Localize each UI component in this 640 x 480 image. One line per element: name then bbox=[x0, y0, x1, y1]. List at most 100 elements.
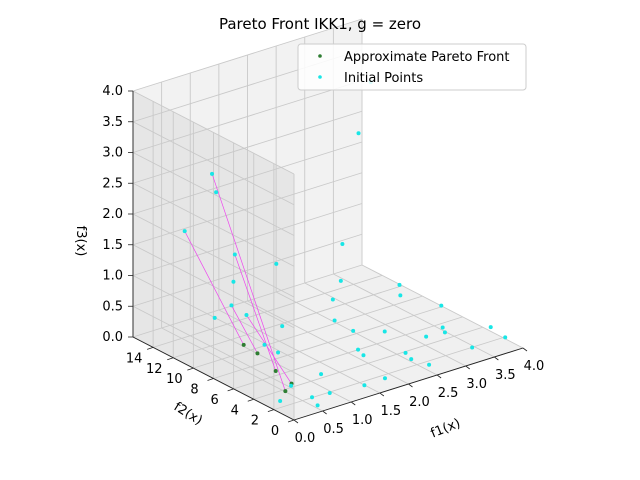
connector-lines bbox=[184, 173, 292, 392]
x-tick-label: 3.0 bbox=[466, 377, 487, 392]
initial-point bbox=[361, 353, 366, 358]
y-tick-mark bbox=[227, 388, 234, 392]
initial-point bbox=[427, 362, 432, 367]
initial-point bbox=[470, 345, 475, 350]
initial-point bbox=[351, 328, 356, 333]
initial-point bbox=[274, 261, 279, 266]
grid-line-z-side bbox=[132, 152, 295, 236]
initial-point bbox=[278, 398, 283, 403]
x-axis-label: f1(x) bbox=[429, 416, 463, 441]
x-tick-mark bbox=[351, 401, 356, 406]
initial-point bbox=[327, 391, 332, 396]
z-tick-label: 2.0 bbox=[102, 207, 123, 222]
grid-line-y-floor bbox=[233, 316, 463, 390]
initial-point bbox=[214, 190, 219, 195]
grid-line-z-side bbox=[132, 90, 295, 175]
connector-line bbox=[211, 173, 286, 392]
initial-point bbox=[503, 335, 508, 340]
y-axis-label: f2(x) bbox=[171, 400, 205, 429]
initial-point bbox=[403, 350, 408, 355]
initial-point bbox=[409, 357, 414, 362]
x-tick-label: 2.0 bbox=[409, 395, 430, 410]
grid-line-z-back bbox=[132, 80, 363, 153]
initial-point bbox=[398, 293, 403, 298]
y-tick-label: 0 bbox=[271, 424, 279, 439]
initial-point bbox=[440, 325, 445, 330]
z-tick-label: 0.5 bbox=[102, 299, 123, 314]
x-tick-label: 4.0 bbox=[524, 359, 545, 374]
grid-line-y-floor bbox=[213, 306, 443, 379]
initial-point bbox=[332, 318, 337, 323]
initial-point bbox=[244, 312, 249, 317]
legend-marker-initial bbox=[318, 75, 322, 79]
connector-line bbox=[234, 254, 277, 372]
z-tick-label: 3.0 bbox=[102, 146, 123, 161]
y-tick-label: 2 bbox=[251, 414, 259, 429]
y-tick-label: 10 bbox=[166, 372, 183, 387]
grid-line-z-side bbox=[132, 213, 295, 298]
y-tick-label: 4 bbox=[231, 403, 239, 418]
y-tick-mark bbox=[247, 398, 254, 402]
z-tick-label: 1.5 bbox=[102, 238, 123, 253]
y-tick-label: 14 bbox=[126, 351, 143, 366]
initial-point bbox=[212, 315, 217, 320]
initial-point bbox=[276, 350, 281, 355]
grid-line-z-back bbox=[132, 233, 363, 307]
x-tick-mark bbox=[465, 365, 470, 370]
y-tick-mark bbox=[167, 357, 174, 361]
connector-line bbox=[231, 305, 258, 354]
grid-line-z-side bbox=[132, 182, 295, 267]
initial-point bbox=[280, 324, 285, 329]
tick-labels: 0.00.51.01.52.02.53.03.54.0024681012140.… bbox=[102, 84, 544, 446]
x-tick-mark bbox=[494, 356, 499, 361]
legend-marker-pareto bbox=[318, 54, 322, 58]
y-tick-mark bbox=[267, 409, 275, 413]
x-tick-label: 1.5 bbox=[381, 404, 402, 419]
initial-point bbox=[231, 279, 236, 284]
y-tick-label: 8 bbox=[190, 383, 198, 398]
initial-point bbox=[289, 383, 294, 388]
grid-line-y-floor bbox=[193, 295, 423, 369]
grid-line-z-back bbox=[132, 172, 363, 246]
y-tick-mark bbox=[207, 378, 214, 381]
initial-point bbox=[356, 131, 361, 136]
z-axis-label: f3(x) bbox=[73, 226, 88, 257]
connector-line bbox=[246, 314, 292, 384]
x-tick-mark bbox=[522, 347, 528, 352]
initial-point bbox=[338, 278, 343, 283]
legend-frame bbox=[297, 43, 527, 91]
x-tick-mark bbox=[379, 392, 385, 397]
grid-line-z-side bbox=[132, 121, 295, 206]
initial-point bbox=[382, 376, 387, 381]
x-tick-label: 3.5 bbox=[495, 368, 516, 383]
y-tick-label: 12 bbox=[146, 362, 163, 377]
initial-point bbox=[439, 303, 444, 308]
connector-line bbox=[184, 230, 244, 346]
chart-title: Pareto Front IKK1, g = zero bbox=[219, 15, 421, 33]
grid-line-y-floor bbox=[152, 274, 383, 348]
z-tick-label: 2.5 bbox=[102, 176, 123, 191]
initial-point bbox=[229, 303, 234, 308]
grid-line-z-back bbox=[132, 18, 363, 92]
initial-point bbox=[310, 395, 315, 400]
grid-line-z-back bbox=[132, 203, 363, 276]
grid-line-y-floor bbox=[173, 285, 403, 359]
initial-point bbox=[232, 252, 237, 257]
x-tick-mark bbox=[436, 374, 442, 379]
initial-point bbox=[262, 342, 267, 347]
initial-point bbox=[356, 347, 361, 352]
grid-line-z-back bbox=[132, 264, 363, 338]
y-tick-mark bbox=[287, 419, 295, 423]
x-tick-mark bbox=[293, 419, 299, 424]
legend-entry-initial: Initial Points bbox=[344, 71, 423, 86]
x-tick-mark bbox=[408, 383, 413, 388]
initial-point bbox=[397, 282, 402, 287]
initial-point bbox=[488, 325, 493, 330]
grid-line-z-back bbox=[132, 110, 363, 184]
grid-line-z-back bbox=[132, 141, 363, 215]
initial-point bbox=[362, 383, 367, 388]
pareto-point bbox=[283, 389, 288, 394]
initial-point bbox=[382, 329, 387, 334]
grid-line-z-side bbox=[132, 305, 295, 390]
